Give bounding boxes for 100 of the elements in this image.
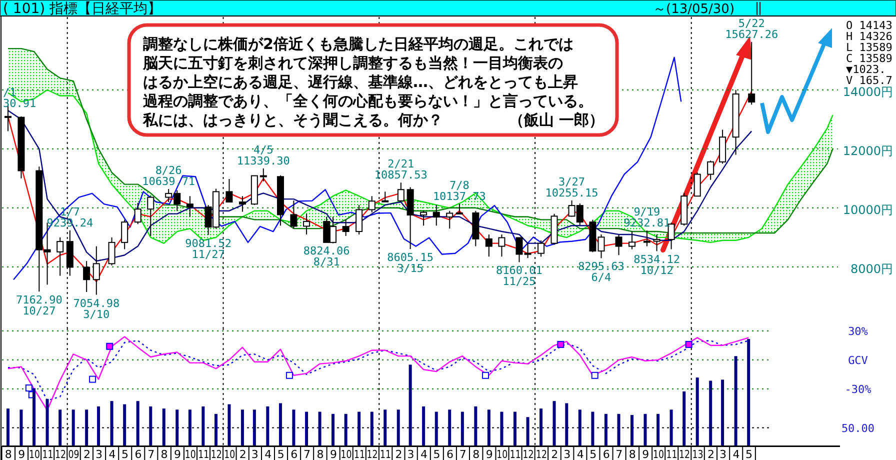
bar: [487, 410, 490, 446]
candlestick: [134, 202, 142, 225]
candlestick: [121, 219, 128, 250]
annotation: 8824.06 8/31: [303, 244, 350, 269]
x-tick-label: 8: [628, 448, 636, 460]
point: [482, 372, 489, 379]
text: ▼1023.: [846, 63, 886, 76]
bar: [162, 408, 166, 446]
bar: [32, 388, 36, 446]
x-tick-label: 09: [68, 448, 82, 460]
text: V 165.7: [846, 74, 892, 87]
point: [286, 372, 293, 379]
bar: [540, 408, 543, 446]
x-tick-label: 9: [642, 448, 650, 460]
x-tick-label: 10: [184, 448, 199, 460]
candlestick: [303, 213, 310, 235]
x-tick-label: 7: [148, 448, 155, 460]
x-tick-label: 4: [576, 448, 584, 460]
text: O 14143: [846, 19, 892, 32]
candlestick: [643, 230, 650, 247]
candlestick: [628, 231, 636, 250]
bar: [58, 410, 62, 446]
candlestick: [260, 168, 267, 182]
candlestick: [420, 210, 428, 226]
candlestick: [653, 234, 660, 252]
annotation: /1 30.91: [3, 86, 36, 110]
bar: [123, 404, 126, 446]
x-tick-label: 9: [486, 448, 493, 460]
candlestick: [342, 219, 350, 236]
bar: [240, 410, 244, 446]
bar: [266, 406, 270, 446]
candlestick: [356, 204, 363, 235]
candlestick: [516, 236, 523, 263]
bar: [202, 406, 205, 446]
bar: [460, 412, 464, 446]
annotation: 8534.12 10/12: [634, 253, 680, 278]
x-tick-label: 10: [340, 448, 355, 460]
bar: [578, 410, 582, 446]
bar: [721, 380, 724, 446]
candlestick: [238, 196, 246, 212]
candlestick: [615, 234, 622, 256]
bar: [670, 410, 673, 446]
candlestick: [668, 222, 675, 250]
x-tick-label: 6: [290, 448, 298, 460]
bar: [252, 410, 256, 446]
x-tick-label: 4: [732, 448, 740, 460]
x-tick-label: 8: [160, 448, 168, 460]
candlestick: [108, 236, 116, 266]
bar: [396, 410, 400, 446]
candlestick: [186, 196, 194, 218]
candlestick: [456, 203, 463, 214]
y-tick-label: 10000円: [842, 202, 893, 217]
bar: [110, 401, 114, 446]
x-tick-label: 5: [122, 448, 129, 460]
x-tick-label: 5: [277, 448, 284, 460]
bar: [6, 408, 10, 446]
y-tick-label: 12000円: [842, 144, 893, 158]
bar: [214, 414, 218, 446]
x-tick-label: 6: [134, 448, 142, 460]
annotation: 8160.01 11/25: [496, 264, 542, 288]
point: [685, 340, 692, 348]
bar: [591, 412, 594, 446]
bar: [318, 412, 322, 446]
bar: [97, 406, 100, 446]
y-tick-label: 14000円: [842, 84, 893, 99]
line-series: [7, 336, 750, 411]
bar: [474, 406, 478, 446]
candlestick: [56, 236, 64, 276]
annotation: 8295.63 6/4: [578, 260, 624, 284]
point: [25, 384, 32, 392]
bar: [384, 410, 387, 446]
bar: [644, 414, 647, 446]
x-tick-label: 3: [564, 448, 571, 460]
x-tick-label: 13: [692, 448, 706, 460]
x-tick-label: 6: [602, 448, 610, 460]
annotation: 9081.52 11/27: [185, 237, 232, 262]
text: H 14326: [846, 30, 892, 43]
annotation: 4/5 11339.30: [236, 143, 290, 168]
chart-subtitle: ～(13/05/30): [653, 2, 735, 17]
candlestick: [92, 246, 100, 296]
bar: [448, 410, 452, 446]
x-tick-label: 11: [354, 448, 368, 460]
bar: [85, 410, 88, 446]
candlestick: [446, 210, 454, 230]
x-tick-label: 12: [55, 448, 70, 460]
bar: [332, 414, 335, 446]
annotation: 過程の調整であり、「全く何の心配も要らない！」と言っている。: [142, 92, 593, 110]
y-tick-label: 8000円: [850, 262, 893, 276]
x-tick-label: 11: [198, 448, 212, 460]
x-tick-label: 12: [522, 448, 537, 460]
x-tick-label: 9: [18, 448, 26, 460]
x-tick-label: 10: [224, 448, 238, 460]
bar: [682, 391, 686, 446]
candlestick: [147, 196, 154, 236]
y-tick-label: 30%: [848, 324, 868, 338]
annotation: 8605.15 3/15: [387, 251, 434, 276]
y-tick-label: GCV: [848, 354, 868, 367]
bar: [408, 364, 412, 446]
bar: [305, 412, 308, 446]
x-tick-label: 3: [251, 448, 258, 460]
